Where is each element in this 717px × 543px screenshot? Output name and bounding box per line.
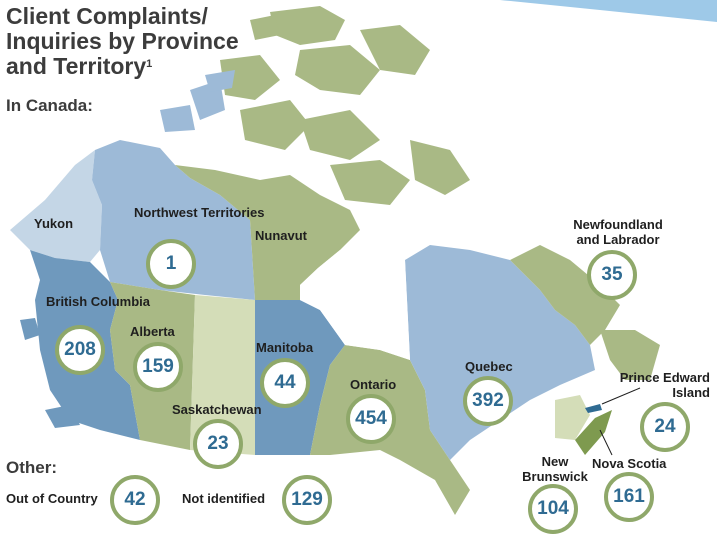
ocean-arc [500,0,717,22]
region-quebec [405,245,595,460]
value-saskatchewan: 23 [193,419,243,469]
region-nunavut [175,165,360,300]
label-out-of-country: Out of Country [6,491,98,506]
value-nb: 104 [528,484,578,534]
value-nl: 35 [587,250,637,300]
value-bc: 208 [55,325,105,375]
bc-island-2 [45,405,80,428]
label-bc: British Columbia [46,294,151,309]
label-ns: Nova Scotia [592,456,667,471]
region-yukon [10,150,102,262]
arctic-islands [220,6,470,205]
region-saskatchewan [190,295,255,455]
value-ontario: 454 [346,394,396,444]
other-heading: Other: [6,458,57,477]
value-nwt: 1 [146,239,196,289]
bc-island [20,318,40,340]
value-alberta: 159 [133,342,183,392]
hudson-bay [300,245,410,360]
region-nl-labrador [510,245,620,345]
page-title: Client Complaints/ Inquiries by Province… [6,4,266,79]
label-nl: Newfoundland and Labrador [573,217,663,247]
value-not-identified: 129 [282,475,332,525]
value-out-of-country: 42 [110,475,160,525]
value-quebec: 392 [463,376,513,426]
title-text: Client Complaints/ Inquiries by Province… [6,3,239,79]
label-manitoba: Manitoba [256,340,314,355]
region-pei [585,404,602,413]
label-quebec: Quebec [465,359,513,374]
label-alberta: Alberta [130,324,175,339]
pei-leader [601,387,641,405]
region-nb [555,395,590,440]
label-pei: Prince Edward Island [619,370,710,400]
title-footnote: 1 [146,58,153,70]
value-manitoba: 44 [260,358,310,408]
ns-leader [599,429,613,456]
label-ontario: Ontario [350,377,397,392]
label-nunavut: Nunavut [255,228,307,243]
region-nl-island [600,330,660,380]
nwt-islands [160,70,235,132]
region-nwt [92,140,255,300]
value-ns: 161 [604,472,654,522]
region-ns [575,410,612,455]
value-pei: 24 [640,402,690,452]
label-nb: New Brunswick [522,454,588,484]
label-nwt: Northwest Territories [134,205,265,220]
in-canada-heading: In Canada: [6,96,93,115]
label-yukon: Yukon [34,216,74,231]
label-saskatchewan: Saskatchewan [172,402,262,417]
label-not-identified: Not identified [182,491,266,506]
